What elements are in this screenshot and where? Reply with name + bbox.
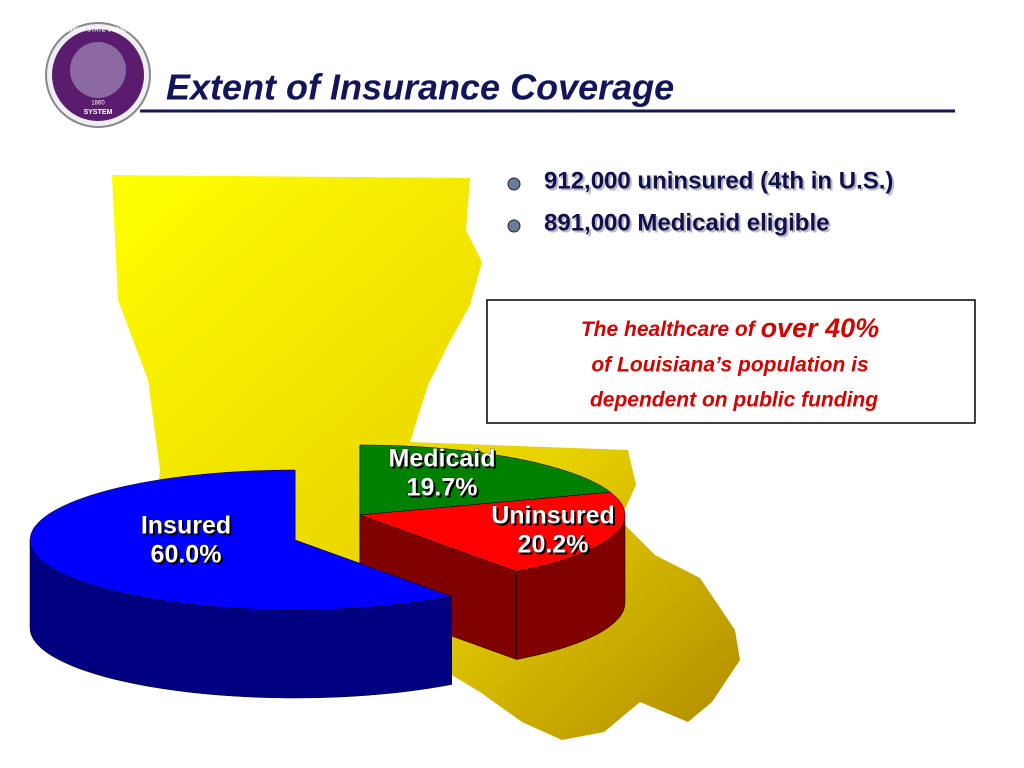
pie-slice	[359, 444, 612, 516]
bullet-shadow: 912,000 uninsured (4th in U.S.)	[546, 169, 895, 196]
callout-emphasis: over 40%	[761, 313, 880, 343]
bullet-icon	[507, 219, 521, 233]
logo: LOUISIANA STATE UNIVERSITY 1860 SYSTEM	[45, 22, 151, 128]
callout-lead: The healthcare of	[581, 318, 761, 341]
slice-value-label-shadow: 19.7%	[409, 476, 480, 504]
slice-value-label: 20.2%	[518, 531, 589, 559]
bullet-shadow: 891,000 Medicaid eligible	[546, 211, 831, 238]
logo-seal	[70, 42, 126, 98]
pie-chart: InsuredInsured60.0%60.0%MedicaidMedicaid…	[29, 444, 626, 699]
slice-name: Insured	[141, 512, 231, 540]
pie-slice	[359, 491, 626, 572]
slice-name: Uninsured	[491, 502, 615, 530]
logo-system: SYSTEM	[84, 109, 113, 116]
bullet-text: 912,000 uninsured (4th in U.S.)	[544, 167, 893, 194]
bullet-icon	[507, 177, 521, 191]
callout-line: The healthcare of over 40%	[581, 313, 879, 343]
slide-title: Extent of Insurance Coverage	[166, 67, 674, 108]
slice-value-label-shadow: 60.0%	[153, 543, 224, 571]
callout-box	[486, 299, 976, 424]
slice-value-label: 19.7%	[407, 474, 478, 502]
pie-slice	[29, 469, 453, 611]
bullets: 912,000 uninsured (4th in U.S.)912,000 u…	[507, 167, 895, 238]
logo-year: 1860	[91, 101, 105, 107]
bullet-text: 891,000 Medicaid eligible	[544, 209, 829, 236]
slice-name: Medicaid	[389, 445, 496, 473]
slice-value-label-shadow: 20.2%	[520, 533, 591, 561]
logo-name: LOUISIANA STATE UNIVERSITY	[53, 28, 144, 34]
callout-line: dependent on public funding	[590, 389, 878, 412]
slice-name-shadow: Insured	[143, 514, 233, 542]
slice-value-label: 60.0%	[151, 541, 222, 569]
slice-name-shadow: Uninsured	[493, 504, 617, 532]
callout-line: of Louisiana’s population is	[591, 354, 868, 377]
slice-name-shadow: Medicaid	[391, 447, 498, 475]
